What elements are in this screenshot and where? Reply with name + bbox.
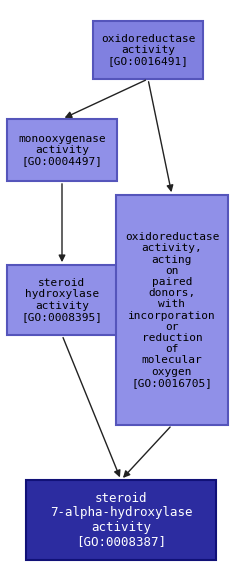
Text: monooxygenase
activity
[GO:0004497]: monooxygenase activity [GO:0004497] <box>18 134 106 166</box>
FancyBboxPatch shape <box>26 480 216 560</box>
FancyBboxPatch shape <box>93 21 203 79</box>
FancyBboxPatch shape <box>7 265 117 335</box>
FancyBboxPatch shape <box>116 195 228 425</box>
FancyBboxPatch shape <box>7 119 117 181</box>
Text: oxidoreductase
activity,
acting
on
paired
donors,
with
incorporation
or
reductio: oxidoreductase activity, acting on paire… <box>125 232 219 388</box>
Text: steroid
7-alpha-hydroxylase
activity
[GO:0008387]: steroid 7-alpha-hydroxylase activity [GO… <box>50 492 192 549</box>
Text: steroid
hydroxylase
activity
[GO:0008395]: steroid hydroxylase activity [GO:0008395… <box>22 278 103 322</box>
Text: oxidoreductase
activity
[GO:0016491]: oxidoreductase activity [GO:0016491] <box>101 34 195 66</box>
